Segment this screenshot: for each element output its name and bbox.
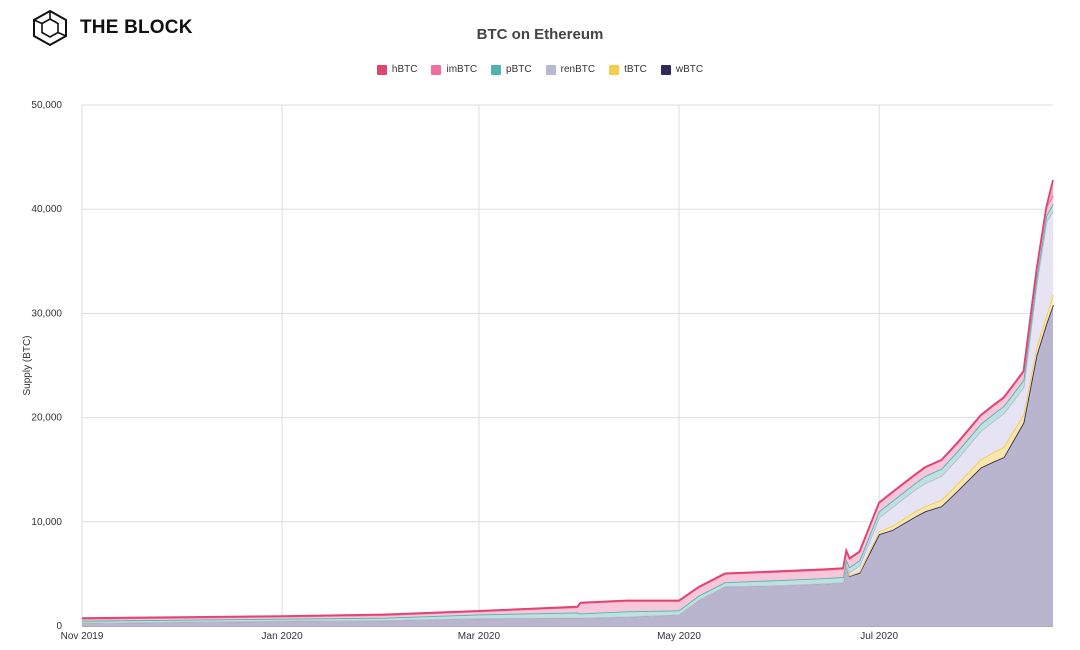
legend-item-wbtc[interactable]: wBTC <box>660 64 704 75</box>
y-tick-label: 0 <box>56 621 62 632</box>
brand: THE BLOCK <box>30 8 193 48</box>
legend-label: pBTC <box>506 64 532 75</box>
y-tick-label: 10,000 <box>31 517 62 528</box>
legend-label: imBTC <box>446 64 478 75</box>
legend-item-pbtc[interactable]: pBTC <box>491 64 532 75</box>
x-tick-label: Nov 2019 <box>61 631 104 642</box>
legend-swatch <box>609 64 620 75</box>
x-tick-label: May 2020 <box>657 631 701 642</box>
legend-label: hBTC <box>391 64 418 75</box>
legend-swatch <box>376 64 387 75</box>
legend-item-imbtc[interactable]: imBTC <box>431 64 477 75</box>
legend-item-hbtc[interactable]: hBTC <box>376 64 418 75</box>
legend-label: tBTC <box>624 64 647 75</box>
brand-name: THE BLOCK <box>80 17 193 38</box>
cube-hexagon-icon <box>33 9 67 47</box>
legend-swatch <box>545 64 556 75</box>
legend-swatch <box>491 64 502 75</box>
legend-item-tbtc[interactable]: tBTC <box>609 64 647 75</box>
y-tick-label: 50,000 <box>31 100 62 111</box>
series-line-hbtc <box>81 179 1054 620</box>
legend-item-renbtc[interactable]: renBTC <box>545 64 596 75</box>
legend-label: wBTC <box>675 64 704 75</box>
y-tick-label: 30,000 <box>31 308 62 319</box>
y-axis-label: Supply (BTC) <box>22 335 33 395</box>
x-tick-label: Jul 2020 <box>860 631 898 642</box>
legend-label: renBTC <box>560 64 596 75</box>
legend-swatch <box>431 64 442 75</box>
y-tick-label: 20,000 <box>31 413 62 424</box>
chart-legend: hBTC imBTC pBTC renBTC tBTC wBTC <box>0 64 1080 75</box>
legend-swatch <box>660 64 671 75</box>
chart-title: BTC on Ethereum <box>476 26 604 43</box>
x-tick-label: Mar 2020 <box>458 631 501 642</box>
x-tick-label: Jan 2020 <box>262 631 304 642</box>
y-tick-label: 40,000 <box>31 204 62 215</box>
series-area-wbtc <box>82 305 1053 626</box>
